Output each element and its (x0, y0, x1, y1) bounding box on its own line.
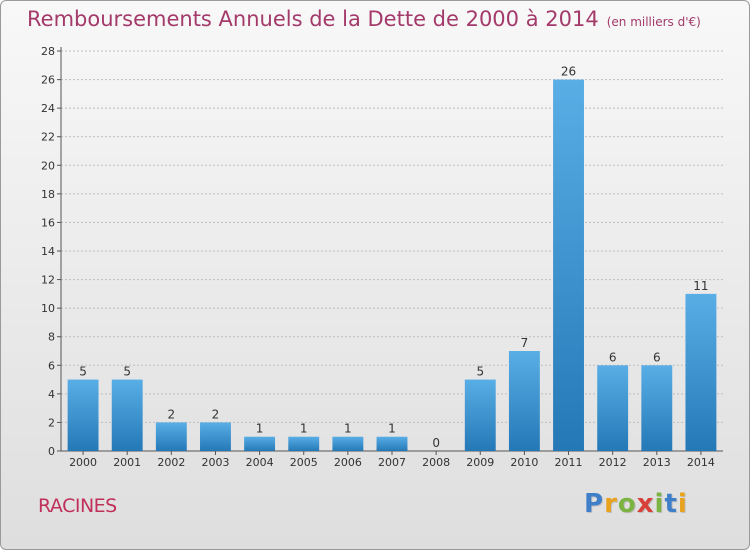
data-label: 6 (653, 350, 661, 364)
logo-letter: P (584, 489, 605, 519)
bar (553, 79, 584, 452)
y-tick-label: 28 (41, 45, 55, 58)
bar (464, 379, 496, 451)
bar (508, 351, 540, 451)
y-tick-label: 12 (41, 274, 55, 287)
data-label: 2 (212, 407, 220, 421)
x-tick-label: 2002 (157, 456, 185, 469)
x-tick-label: 2005 (290, 456, 318, 469)
y-tick-label: 4 (48, 388, 55, 401)
y-tick-label: 20 (41, 159, 55, 172)
x-tick-label: 2011 (555, 456, 583, 469)
data-label: 5 (79, 365, 87, 379)
x-tick-label: 2007 (378, 456, 406, 469)
logo-letter: o (617, 489, 637, 519)
data-label: 0 (432, 436, 440, 450)
data-label: 1 (388, 422, 396, 436)
commune-name: RACINES (38, 495, 117, 517)
y-tick-label: 8 (48, 331, 55, 344)
data-label: 2 (168, 407, 176, 421)
bar (685, 293, 717, 451)
data-label: 1 (256, 422, 264, 436)
x-tick-label: 2010 (510, 456, 538, 469)
x-tick-label: 2000 (69, 456, 97, 469)
chart-title: Remboursements Annuels de la Dette de 20… (27, 7, 701, 31)
y-tick-label: 18 (41, 188, 55, 201)
logo-letter: i (677, 489, 688, 519)
chart-title-text: Remboursements Annuels de la Dette de 20… (27, 7, 599, 31)
chart-unit: (en milliers d'€) (606, 15, 701, 29)
data-label: 5 (123, 365, 131, 379)
x-tick-label: 2004 (246, 456, 274, 469)
bar (288, 436, 320, 451)
x-tick-label: 2012 (599, 456, 627, 469)
logo-letter: x (636, 489, 655, 519)
y-tick-label: 24 (41, 102, 55, 115)
x-tick-label: 2006 (334, 456, 362, 469)
data-label: 6 (609, 350, 617, 364)
bar (67, 379, 99, 451)
y-tick-label: 2 (48, 416, 55, 429)
bar (332, 436, 364, 451)
x-tick-label: 2001 (113, 456, 141, 469)
data-label: 26 (561, 65, 576, 79)
data-label: 5 (476, 365, 484, 379)
y-tick-label: 26 (41, 74, 55, 87)
bar (376, 436, 408, 451)
logo-letter: i (654, 489, 665, 519)
data-label: 1 (344, 422, 352, 436)
y-tick-label: 14 (41, 245, 55, 258)
data-label: 11 (693, 279, 708, 293)
bar (111, 379, 143, 451)
bar (155, 422, 187, 451)
y-tick-label: 6 (48, 359, 55, 372)
data-label: 7 (521, 336, 529, 350)
proxiti-logo[interactable]: Proxiti (584, 489, 688, 519)
x-tick-label: 2013 (643, 456, 671, 469)
x-tick-label: 2009 (466, 456, 494, 469)
x-tick-label: 2003 (201, 456, 229, 469)
y-tick-label: 22 (41, 131, 55, 144)
y-tick-label: 0 (48, 445, 55, 458)
logo-letter: t (664, 489, 678, 519)
logo-letter: r (604, 489, 618, 519)
bar (597, 365, 629, 451)
y-tick-label: 16 (41, 216, 55, 229)
bar (244, 436, 276, 451)
bar (641, 365, 673, 451)
bars (67, 79, 717, 452)
bar (200, 422, 231, 451)
y-tick-label: 10 (41, 302, 55, 315)
x-tick-label: 2008 (422, 456, 450, 469)
x-tick-label: 2014 (687, 456, 715, 469)
data-label: 1 (300, 422, 308, 436)
